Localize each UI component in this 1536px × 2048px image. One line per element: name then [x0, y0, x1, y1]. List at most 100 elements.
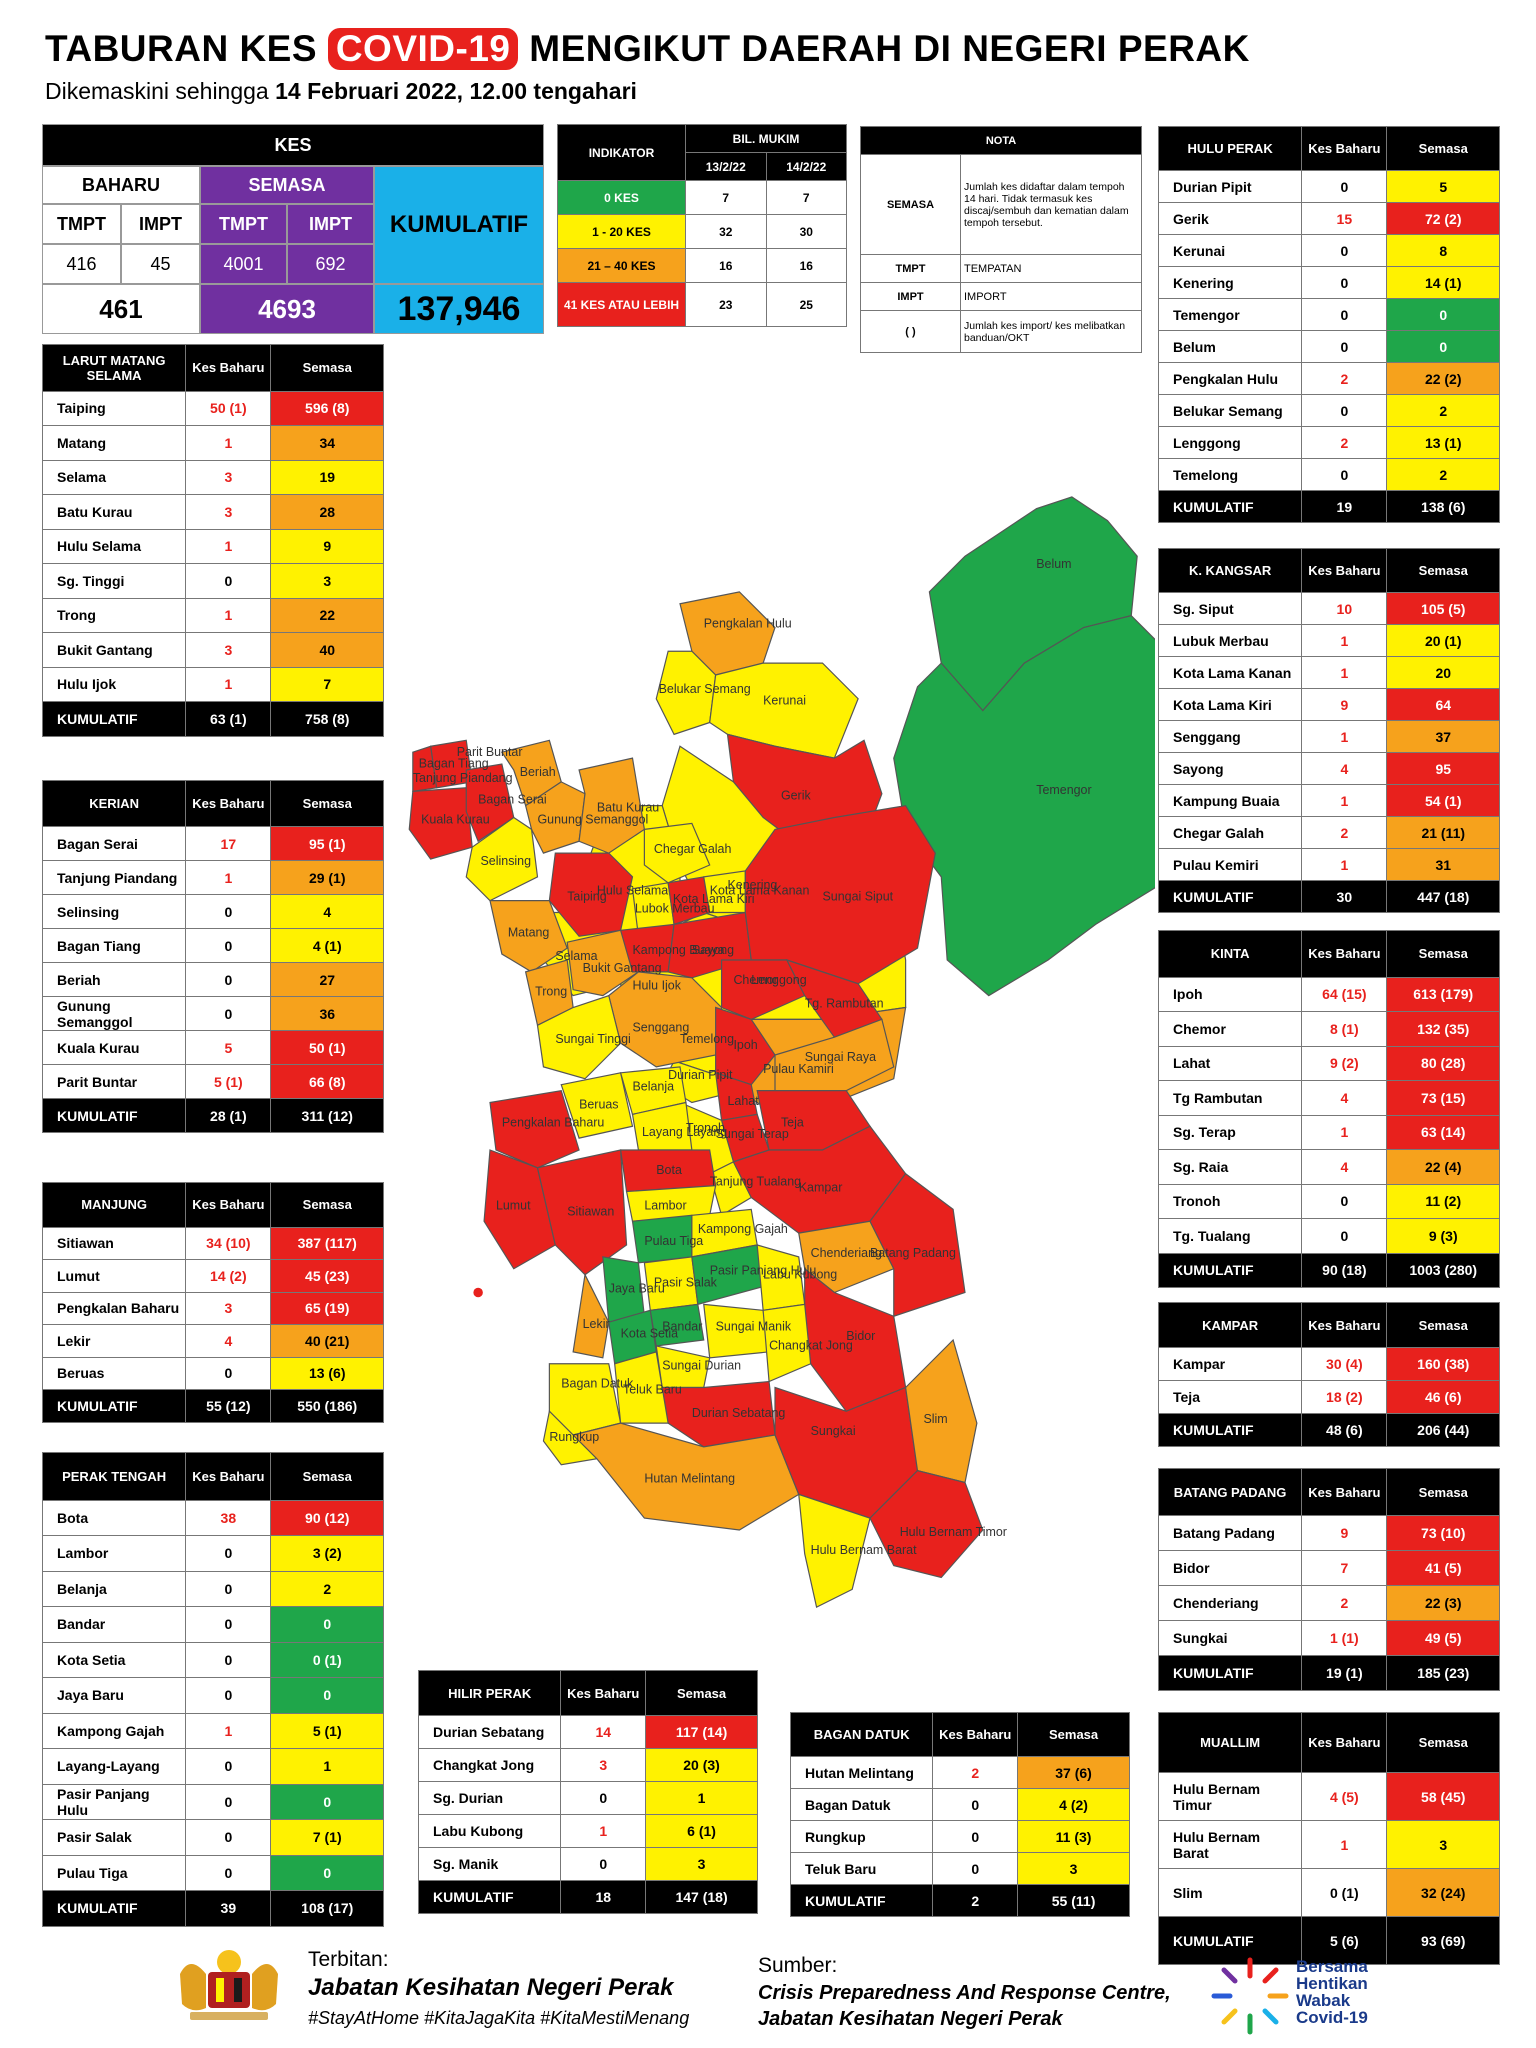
map-label: Kota Lama Kiri [673, 892, 755, 906]
kes-baharu-value: 2 [1301, 1585, 1388, 1621]
map-label: Hutan Melintang [644, 1472, 735, 1486]
locality-name: Jaya Baru [41, 1677, 187, 1714]
kes-baharu-value: 4 [1301, 752, 1388, 785]
kes-baharu-value: 2 [932, 1756, 1019, 1789]
map-region-kuala-kurau [408, 787, 473, 860]
locality-name: Lekir [41, 1324, 187, 1358]
district-table-hilir-perak: HILIR PERAK Kes Baharu Semasa Durian Sebata… [417, 1670, 758, 1914]
map-label: Batu Kurau [597, 801, 659, 815]
kes-baharu-value: 9 (2) [1301, 1045, 1388, 1081]
semasa-header: Semasa [270, 1452, 384, 1501]
indicator-0-kes: 0 KES [557, 180, 686, 215]
semasa-value: 50 (1) [270, 1030, 384, 1065]
map-label: Sungai Manik [716, 1320, 792, 1334]
locality-name: Pengkalan Hulu [1157, 362, 1303, 395]
kumulatif-semasa: 185 (23) [1386, 1655, 1500, 1691]
map-label: Gunung Semanggol [538, 812, 649, 826]
semasa-value: 22 [270, 597, 384, 633]
kumulatif-label: KUMULATIF [41, 1890, 187, 1927]
semasa-value: 6 (1) [645, 1814, 758, 1848]
locality-name: Bukit Gantang [41, 632, 187, 668]
kumulatif-kes-baharu: 39 [185, 1890, 272, 1927]
locality-name: Senggang [1157, 720, 1303, 753]
semasa-value: 22 (4) [1386, 1149, 1500, 1185]
indicator-value: 16 [765, 248, 847, 283]
locality-name: Lahat [1157, 1045, 1303, 1081]
date-1-header: 13/2/22 [685, 152, 767, 181]
map-region-chemor [720, 959, 806, 1021]
kumulatif-semasa: 138 (6) [1386, 490, 1500, 523]
map-label: Kampong Buaya [633, 943, 725, 957]
semasa-value: 72 (2) [1386, 202, 1500, 235]
locality-name: Tg Rambutan [1157, 1080, 1303, 1116]
date-2-header: 14/2/22 [765, 152, 847, 181]
semasa-value: 22 (3) [1386, 1585, 1500, 1621]
source-line-2: Jabatan Kesihatan Negeri Perak [758, 2008, 1063, 2030]
map-label: Lahat [728, 1094, 760, 1108]
locality-name: Slim [1157, 1868, 1303, 1917]
semasa-value: 3 (2) [270, 1535, 384, 1572]
kes-baharu-value: 4 [1301, 1149, 1388, 1185]
map-label: Lenggong [751, 973, 806, 987]
map-label: Bukit Gantang [583, 961, 662, 975]
map-label: Labu Kubong [763, 1267, 837, 1281]
indicator-21-40-kes: 21 – 40 KES [557, 248, 686, 283]
map-region-bandar [649, 1303, 705, 1347]
kes-baharu-value: 2 [1301, 426, 1388, 459]
map-region-bagan-serai [465, 763, 515, 843]
campaign-logo-icon [1208, 1954, 1292, 2038]
kes-baharu-value: 0 [185, 1535, 272, 1572]
district-table-muallim: MUALLIM Kes Baharu Semasa Hulu Bernam Timur… [1157, 1712, 1500, 1965]
semasa-value: 13 (6) [270, 1356, 384, 1390]
kumulatif-label: KUMULATIF [1157, 1916, 1303, 1965]
publisher-name: Jabatan Kesihatan Negeri Perak [308, 1974, 674, 2001]
kes-baharu-value: 1 [1301, 1114, 1388, 1150]
map-label: Kampong Gajah [698, 1222, 788, 1236]
indicator-value: 30 [765, 214, 847, 249]
kes-kumulatif-value: 137,946 [374, 284, 544, 334]
district-name: BATANG PADANG [1157, 1468, 1303, 1516]
map-region-chenderiang [798, 1220, 895, 1294]
map-label: Jaya Baru [609, 1282, 665, 1296]
kes-baharu-header: Kes Baharu [1301, 1302, 1388, 1348]
map-region-sungai-siput [744, 804, 936, 985]
semasa-value: 21 (11) [1386, 816, 1500, 849]
locality-name: Lenggong [1157, 426, 1303, 459]
map-label: Selinsing [481, 854, 532, 868]
semasa-value: 49 (5) [1386, 1620, 1500, 1656]
district-table-perak-tengah: PERAK TENGAH Kes Baharu Semasa Bota 38 90 (12… [41, 1452, 384, 1927]
semasa-value: 63 (14) [1386, 1114, 1500, 1150]
kumulatif-semasa: 206 (44) [1386, 1413, 1500, 1447]
map-label: Slim [923, 1412, 947, 1426]
map-label: Kota Lama Kanan [710, 884, 810, 898]
kes-baharu-header: Kes Baharu [932, 1712, 1019, 1757]
kes-baharu-value: 9 [1301, 1515, 1388, 1551]
map-label: Kampar [799, 1181, 843, 1195]
kumulatif-semasa: 447 (18) [1386, 880, 1500, 913]
coat-of-arms-logo [170, 1944, 288, 2024]
locality-name: Sg. Tinggi [41, 563, 187, 599]
map-region-hulu-bernam-timor [869, 1469, 984, 1579]
map-label: Tanjung Piandang [413, 771, 513, 785]
kes-baharu-value: 3 [185, 632, 272, 668]
semasa-header: Semasa [1386, 1712, 1500, 1773]
locality-name: Pasir Panjang Hulu [41, 1783, 187, 1820]
semasa-value: 13 (1) [1386, 426, 1500, 459]
map-label: Rungkup [549, 1430, 599, 1444]
map-label: Pulau Kamiri [763, 1062, 834, 1076]
map-label: Belum [1036, 557, 1071, 571]
nota-table: NOTA SEMASA Jumlah kes didaftar dalam tem… [860, 126, 1142, 353]
map-label: Kota Setia [621, 1327, 679, 1341]
kes-baharu-value: 0 [1301, 1218, 1388, 1254]
map-island-marker [473, 1287, 483, 1298]
locality-name: Temengor [1157, 298, 1303, 331]
kes-baharu-value: 0 [185, 1819, 272, 1856]
map-region-chegar-galah [643, 822, 711, 884]
map-label: Sitiawan [567, 1204, 614, 1218]
kes-baharu-value: 0 [185, 1748, 272, 1785]
kes-baharu-value: 1 [1301, 720, 1388, 753]
semasa-value: 4 (2) [1017, 1788, 1130, 1821]
semasa-value: 28 [270, 494, 384, 530]
locality-name: Sg. Raia [1157, 1149, 1303, 1185]
kumulatif-semasa: 93 (69) [1386, 1916, 1500, 1965]
